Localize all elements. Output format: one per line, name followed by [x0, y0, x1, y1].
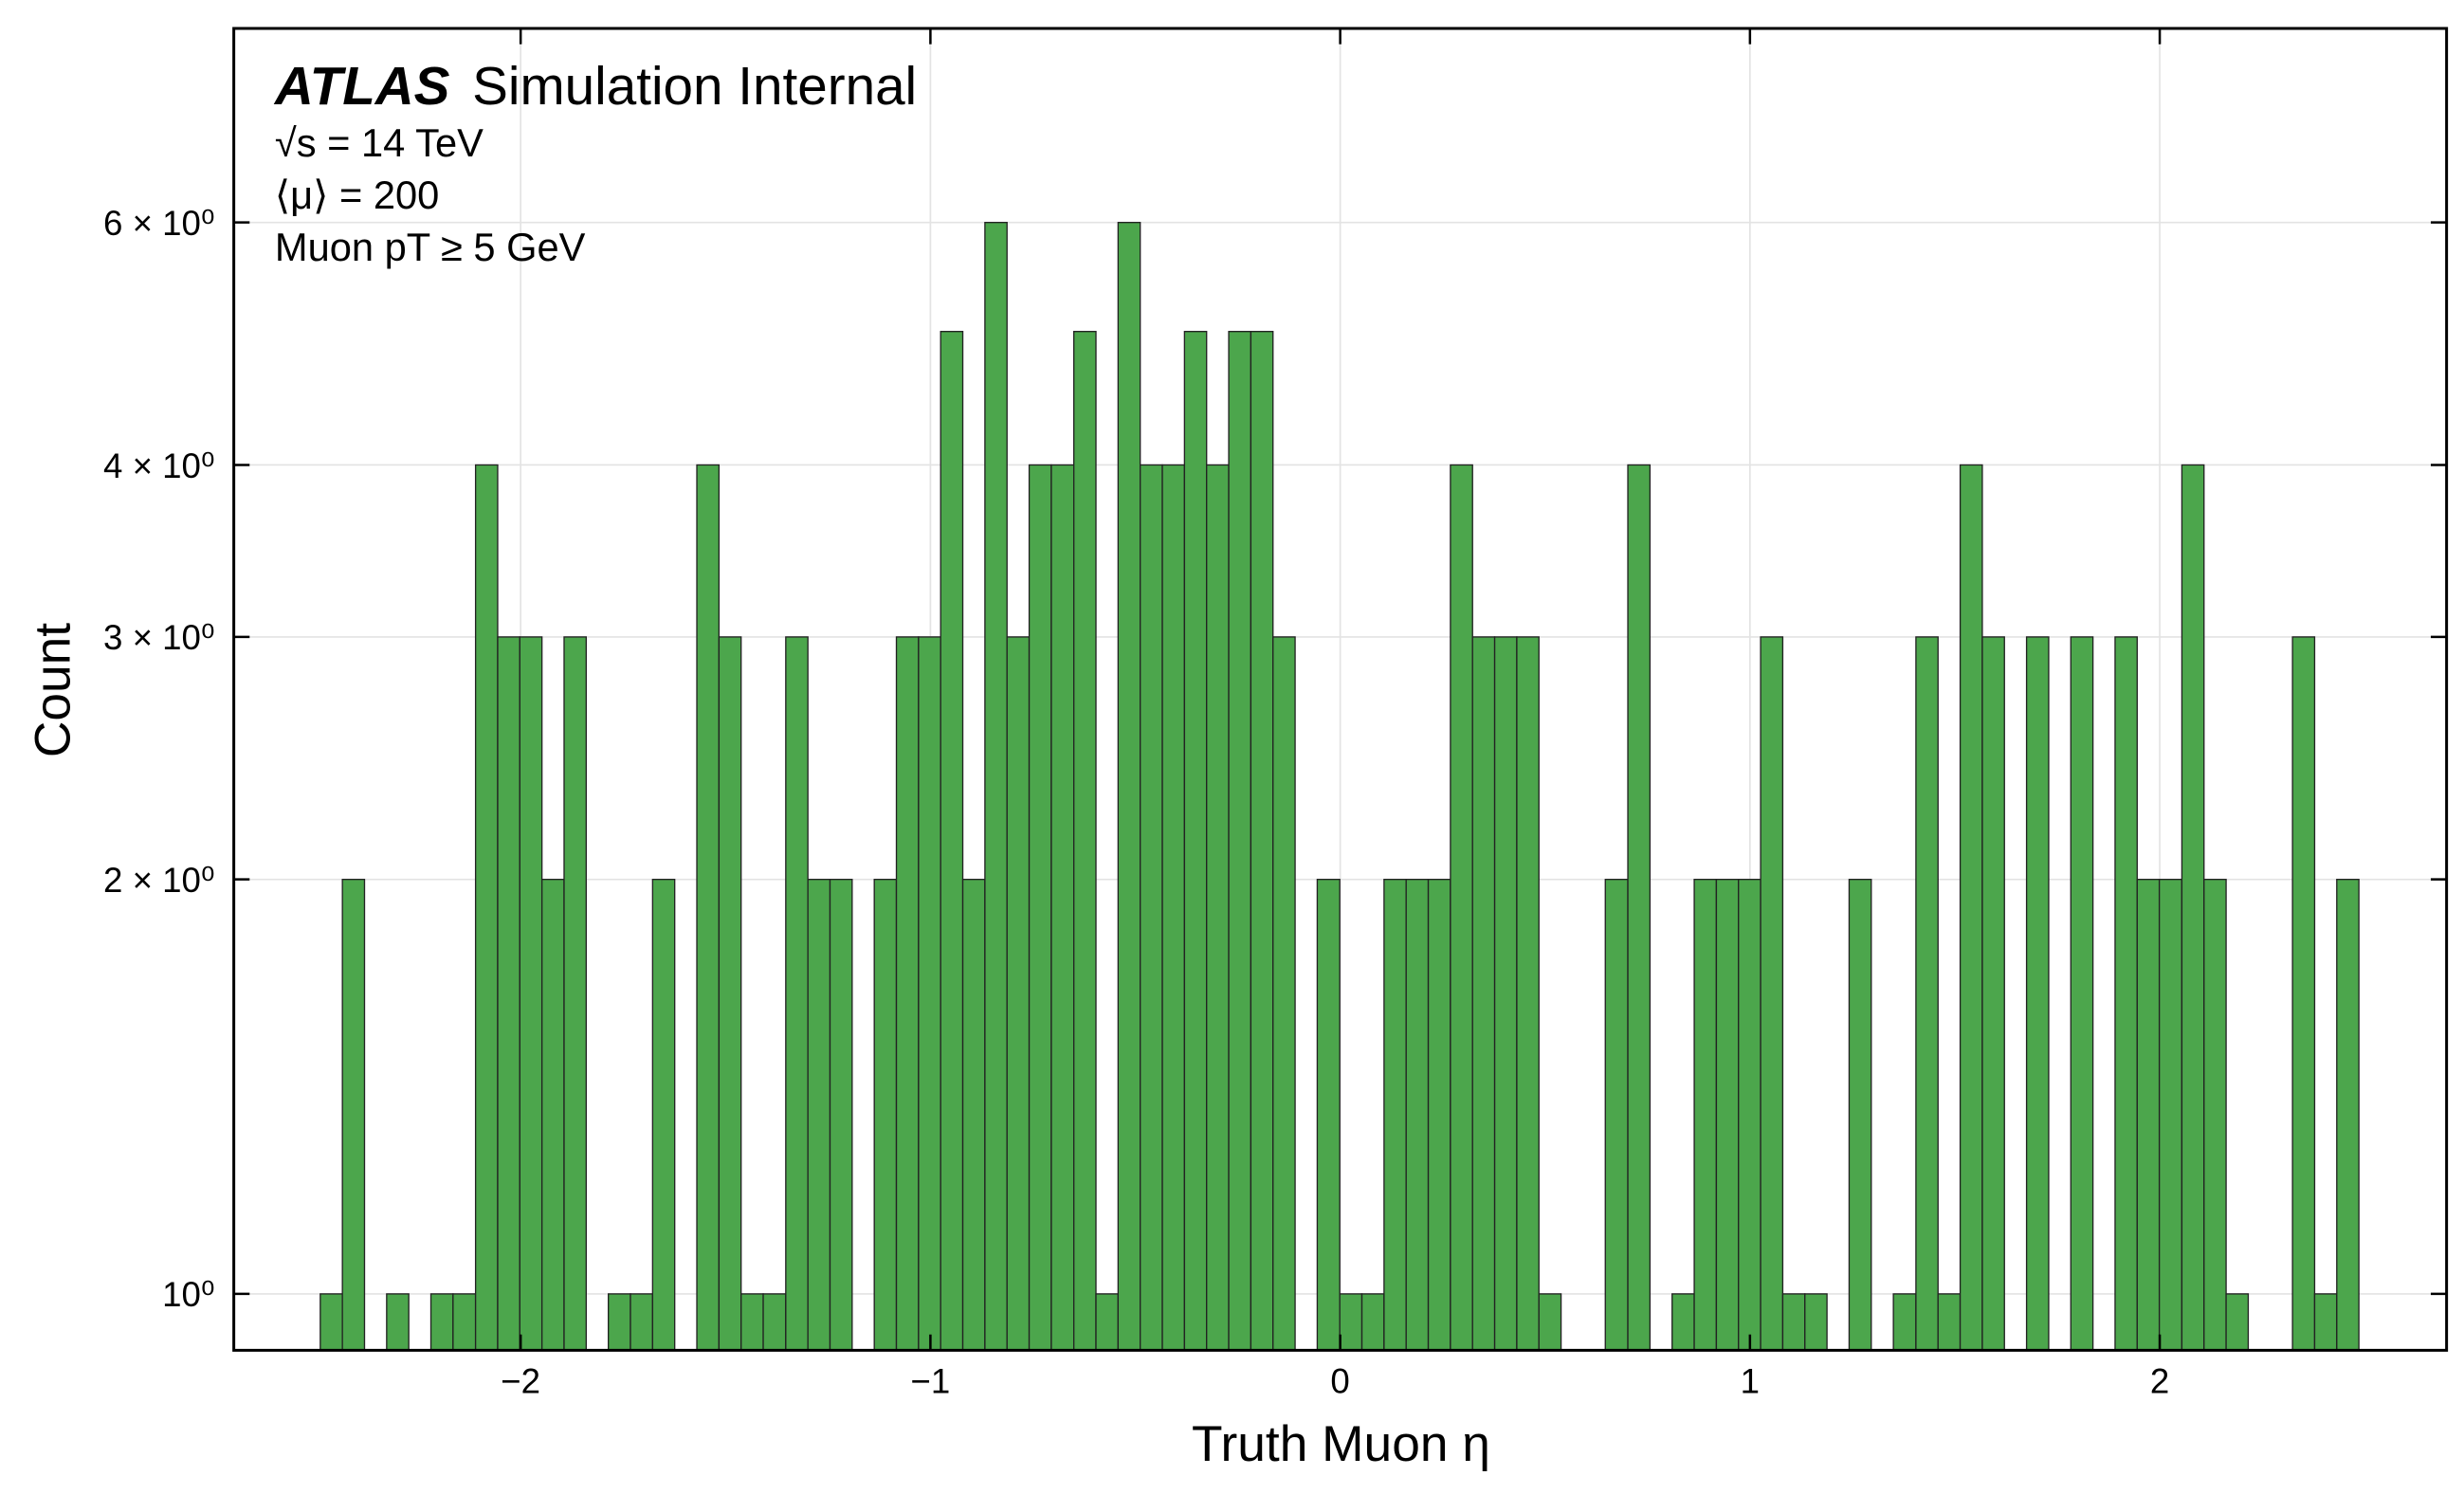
histogram-bar [1959, 464, 1983, 1352]
histogram-bar [1073, 331, 1097, 1352]
x-tick-label: −2 [501, 1361, 540, 1400]
x-tick-label: 2 [2150, 1361, 2169, 1400]
histogram-bar [1140, 464, 1163, 1352]
histogram-bar [918, 636, 941, 1352]
histogram-bar [1781, 1293, 1806, 1352]
histogram-bar [1471, 636, 1496, 1352]
histogram-bar [1804, 1293, 1828, 1352]
histogram-bar [1161, 464, 1186, 1352]
histogram-bar [873, 879, 898, 1352]
histogram-bar [740, 1293, 764, 1352]
histogram-bar [563, 636, 587, 1352]
y-tick-label: 3 × 10⁰ [103, 618, 215, 657]
histogram-bar [2225, 1293, 2250, 1352]
histogram-bar [762, 1293, 787, 1352]
histogram-bar [474, 464, 499, 1352]
histogram-bar [1228, 331, 1252, 1352]
x-tick-label: −1 [911, 1361, 951, 1400]
histogram-bar [540, 879, 565, 1352]
histogram-bar [1450, 464, 1473, 1352]
histogram-bar [1006, 636, 1031, 1352]
histogram-bar [497, 636, 520, 1352]
histogram-bar [1206, 464, 1230, 1352]
histogram-bar [829, 879, 853, 1352]
x-tick-label: 1 [1741, 1361, 1760, 1400]
histogram-bar [696, 464, 721, 1352]
histogram-bar [607, 1293, 631, 1352]
histogram-bar [1383, 879, 1407, 1352]
histogram-bar [961, 879, 986, 1352]
histogram-bar [1738, 879, 1761, 1352]
histogram-bar [2136, 879, 2161, 1352]
histogram-bar [785, 636, 809, 1352]
histogram-bar [1050, 464, 1075, 1352]
histogram-bar [1493, 636, 1518, 1352]
histogram-bar [2114, 636, 2138, 1352]
histogram-bar [1538, 1293, 1562, 1352]
histogram-bar [1981, 636, 2005, 1352]
histogram-bar [1627, 464, 1652, 1352]
histogram-bar [2291, 636, 2316, 1352]
histogram-bar [895, 636, 920, 1352]
histogram-bar [1250, 331, 1274, 1352]
y-tick-label: 10⁰ [162, 1275, 214, 1314]
energy-label: √s = 14 TeV [275, 120, 484, 165]
histogram-bar [807, 879, 831, 1352]
histogram-bar [2158, 879, 2183, 1352]
histogram-bar [1671, 1293, 1695, 1352]
histogram-bar [386, 1293, 410, 1352]
histogram-bar [1937, 1293, 1962, 1352]
y-tick-label: 6 × 10⁰ [103, 204, 215, 243]
histogram-bar [1117, 222, 1141, 1352]
histogram-bar [1360, 1293, 1385, 1352]
histogram-bar [1760, 636, 1784, 1352]
histogram-bar [1095, 1293, 1120, 1352]
axes: −2 −1 0 1 2 10⁰ 2 × 10⁰ 3 × 10⁰ 4 × 10⁰ 6 × 10⁰ [103, 27, 2449, 1400]
histogram-bar [2313, 1293, 2338, 1352]
x-axis-label: Truth Muon η [1192, 1416, 1490, 1472]
histogram-bar [1915, 636, 1939, 1352]
pileup-label: ⟨μ⟩ = 200 [275, 173, 439, 217]
histogram-bar [319, 1293, 343, 1352]
histogram-bar [1183, 331, 1208, 1352]
histogram-bar [1848, 879, 1872, 1352]
histogram-bar [1339, 1293, 1363, 1352]
y-tick-label: 4 × 10⁰ [103, 446, 215, 485]
histogram-bar [2181, 464, 2205, 1352]
histogram-bar [630, 1293, 654, 1352]
y-axis-label: Count [25, 623, 81, 757]
histogram-bar [1604, 879, 1629, 1352]
histogram-bar [429, 1293, 454, 1352]
cut-label: Muon pT ≥ 5 GeV [275, 225, 586, 269]
plot-frame [232, 27, 2449, 1352]
histogram-bar [651, 879, 676, 1352]
histogram-bar [2025, 636, 2050, 1352]
histogram-bar [984, 222, 1008, 1352]
histogram-bar [1693, 879, 1718, 1352]
y-tick-label: 2 × 10⁰ [103, 861, 215, 900]
histogram-bar [1516, 636, 1540, 1352]
histogram-bar [1427, 879, 1451, 1352]
histogram-bar [1892, 1293, 1917, 1352]
histogram-bar [341, 879, 366, 1352]
histogram-bar [718, 636, 742, 1352]
atlas-label: ATLAS [273, 57, 450, 117]
histogram-bar [1272, 636, 1296, 1352]
histogram-bar [940, 331, 964, 1352]
histogram-bar [1405, 879, 1430, 1352]
histogram-bar [2336, 879, 2360, 1352]
histogram-bar [1028, 464, 1052, 1352]
histogram-bar [452, 1293, 477, 1352]
x-tick-label: 0 [1330, 1361, 1349, 1400]
histogram-bar [1316, 879, 1341, 1352]
histogram-bar [519, 636, 543, 1352]
histogram-bar [2070, 636, 2094, 1352]
atlas-status: Simulation Internal [472, 57, 917, 117]
histogram-bar [2203, 879, 2227, 1352]
histogram-bar [1715, 879, 1740, 1352]
